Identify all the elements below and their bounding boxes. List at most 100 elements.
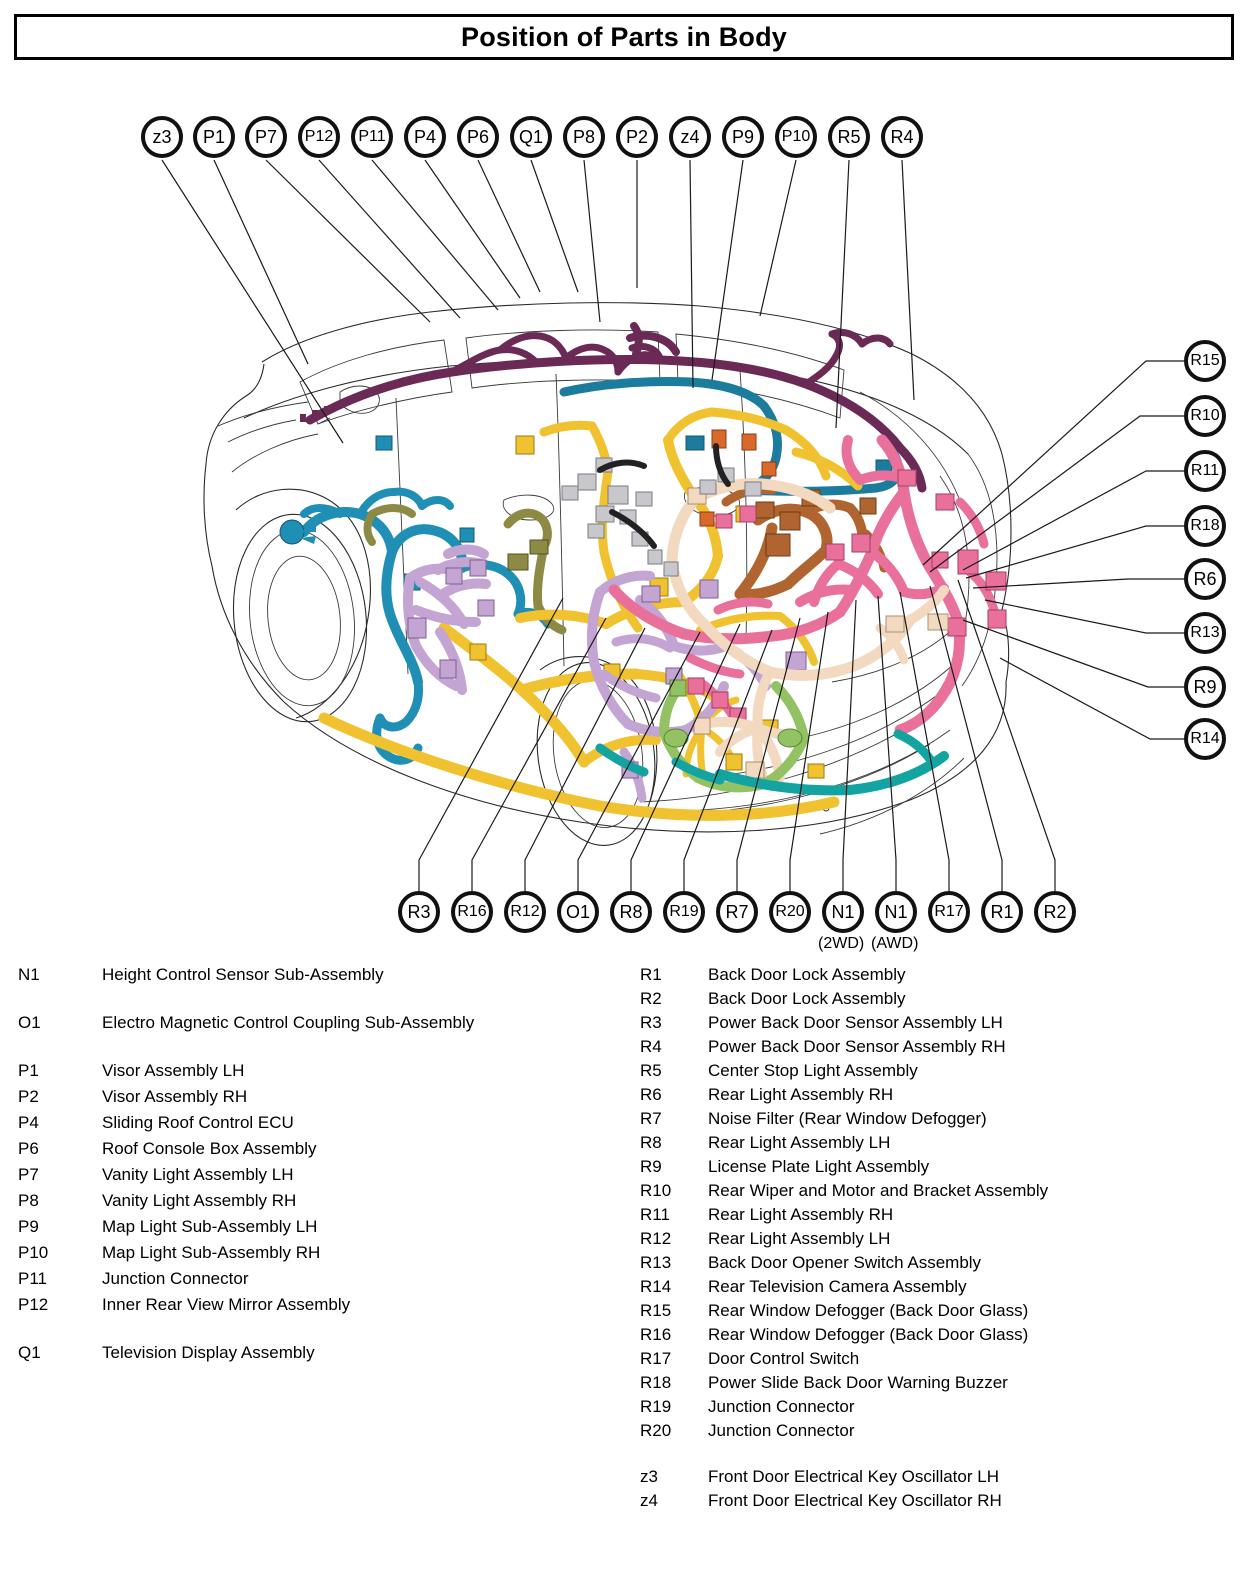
- callout-label: R19: [669, 903, 699, 920]
- callout-top-r4-14[interactable]: R4: [881, 116, 923, 158]
- callout-label: z4: [680, 127, 700, 147]
- leader-line: [161, 159, 344, 444]
- leader-line: [929, 415, 1184, 573]
- legend-code: R18: [640, 1373, 672, 1392]
- legend-code: R1: [640, 965, 662, 984]
- leader-line: [213, 159, 309, 365]
- callout-bottom-r17-10[interactable]: R17: [928, 891, 970, 933]
- callout-bottom-r19-5[interactable]: R19: [663, 891, 705, 933]
- callout-top-q1-7[interactable]: Q1: [510, 116, 552, 158]
- callout-label: R10: [1190, 407, 1220, 424]
- orange-clip-cluster: [699, 429, 777, 527]
- legend-description: Rear Window Defogger (Back Door Glass): [708, 1325, 1029, 1344]
- legend-code: R16: [640, 1325, 672, 1344]
- leader-line: [583, 159, 601, 323]
- callout-bottom-o1-3[interactable]: O1: [557, 891, 599, 933]
- legend-row-p11: P11 Junction Connector: [18, 1269, 618, 1295]
- leader-line: [689, 159, 694, 389]
- legend-code: P11: [18, 1269, 47, 1288]
- leader-line: [683, 629, 773, 891]
- callout-right-r18-3[interactable]: R18: [1184, 505, 1226, 547]
- olive-harness: [363, 504, 567, 635]
- leader-line: [962, 470, 1184, 571]
- legend-description: Vanity Light Assembly RH: [102, 1191, 297, 1210]
- legend-row-p1: P1 Visor Assembly LH: [18, 1061, 618, 1087]
- callout-right-r9-6[interactable]: R9: [1184, 666, 1226, 708]
- leader-line: [789, 611, 829, 891]
- legend-description: Rear Light Assembly RH: [708, 1085, 894, 1104]
- callout-top-p7-2[interactable]: P7: [245, 116, 287, 158]
- callout-top-p6-6[interactable]: P6: [457, 116, 499, 158]
- callout-bottom-n1-9[interactable]: N1: [875, 891, 917, 933]
- legend-code: R19: [640, 1397, 672, 1416]
- legend-code: z3: [640, 1467, 658, 1486]
- legend-code: R9: [640, 1157, 662, 1176]
- callout-bottom-r8-4[interactable]: R8: [610, 891, 652, 933]
- legend-description: Map Light Sub-Assembly LH: [102, 1217, 318, 1236]
- callout-top-z3-0[interactable]: z3: [141, 116, 183, 158]
- legend-row-p10: P10 Map Light Sub-Assembly RH: [18, 1243, 618, 1269]
- legend-row-r8: R8 Rear Light Assembly LH: [640, 1133, 1240, 1157]
- callout-top-p9-11[interactable]: P9: [722, 116, 764, 158]
- legend-row-r7: R7 Noise Filter (Rear Window Defogger): [640, 1109, 1240, 1133]
- callout-top-p4-5[interactable]: P4: [404, 116, 446, 158]
- legend-row-r18: R18 Power Slide Back Door Warning Buzzer: [640, 1373, 1240, 1397]
- legend-code: R10: [640, 1181, 672, 1200]
- callout-bottom-r12-2[interactable]: R12: [504, 891, 546, 933]
- legend-code: P10: [18, 1243, 49, 1262]
- callout-top-p2-9[interactable]: P2: [616, 116, 658, 158]
- legend-code: R15: [640, 1301, 672, 1320]
- callout-note-2wd: (2WD): [818, 935, 865, 952]
- callout-right-r15-0[interactable]: R15: [1184, 340, 1226, 382]
- callout-note-awd: (AWD): [871, 935, 919, 952]
- legend-description: Height Control Sensor Sub-Assembly: [102, 965, 384, 984]
- callout-bottom-r1-11[interactable]: R1: [981, 891, 1023, 933]
- callout-bottom-r2-12[interactable]: R2: [1034, 891, 1076, 933]
- callout-label: R20: [775, 903, 805, 920]
- leader-line: [418, 597, 564, 891]
- callout-label: R8: [619, 902, 643, 922]
- callout-right-r10-1[interactable]: R10: [1184, 395, 1226, 437]
- legend-description: Back Door Opener Switch Assembly: [708, 1253, 982, 1272]
- callout-label: P11: [358, 128, 386, 145]
- legend-code: P2: [18, 1087, 39, 1106]
- legend-row-p7: P7 Vanity Light Assembly LH: [18, 1165, 618, 1191]
- legend-code: O1: [18, 1013, 41, 1032]
- legend-code: P8: [18, 1191, 39, 1210]
- callout-bottom-r16-1[interactable]: R16: [451, 891, 493, 933]
- rear-lower-teal-harness: [595, 729, 949, 796]
- legend-code: R13: [640, 1253, 672, 1272]
- callout-label: P12: [304, 128, 334, 145]
- callout-bottom-r3-0[interactable]: R3: [398, 891, 440, 933]
- callout-bottom-n1-8[interactable]: N1: [822, 891, 864, 933]
- body-parts-diagram: .ol { fill:none; stroke:#2a2a2a; stroke-…: [0, 62, 1248, 962]
- callout-right-r11-2[interactable]: R11: [1184, 450, 1226, 492]
- callout-right-r13-5[interactable]: R13: [1184, 612, 1226, 654]
- callout-right-r14-7[interactable]: R14: [1184, 718, 1226, 760]
- callout-top-p10-12[interactable]: P10: [775, 116, 817, 158]
- legend-row-r9: R9 License Plate Light Assembly: [640, 1157, 1240, 1181]
- callout-top-p11-4[interactable]: P11: [351, 116, 393, 158]
- callout-top-p1-1[interactable]: P1: [193, 116, 235, 158]
- leader-line: [922, 360, 1184, 566]
- callout-leader-lines: [161, 159, 1184, 891]
- callout-label: R5: [837, 127, 861, 147]
- callout-label: P2: [625, 127, 649, 147]
- callout-top-p12-3[interactable]: P12: [298, 116, 340, 158]
- callout-top-p8-8[interactable]: P8: [563, 116, 605, 158]
- legend-description: Rear Wiper and Motor and Bracket Assembl…: [708, 1181, 1049, 1200]
- callout-top-z4-10[interactable]: z4: [669, 116, 711, 158]
- callout-bottom-r20-7[interactable]: R20: [769, 891, 811, 933]
- legend-row-n1: N1 Height Control Sensor Sub-Assembly: [18, 965, 618, 991]
- legend-description: Center Stop Light Assembly: [708, 1061, 918, 1080]
- legend-code: P12: [18, 1295, 49, 1314]
- callout-label: R18: [1190, 517, 1220, 534]
- leader-line: [318, 159, 461, 319]
- legend-row-r12: R12 Rear Light Assembly LH: [640, 1229, 1240, 1253]
- callout-right-r6-4[interactable]: R6: [1184, 558, 1226, 600]
- callout-bottom-r7-6[interactable]: R7: [716, 891, 758, 933]
- callout-label: P1: [202, 127, 226, 147]
- callout-top-r5-13[interactable]: R5: [828, 116, 870, 158]
- legend-spacer: [640, 1445, 1240, 1467]
- leader-line: [842, 599, 857, 891]
